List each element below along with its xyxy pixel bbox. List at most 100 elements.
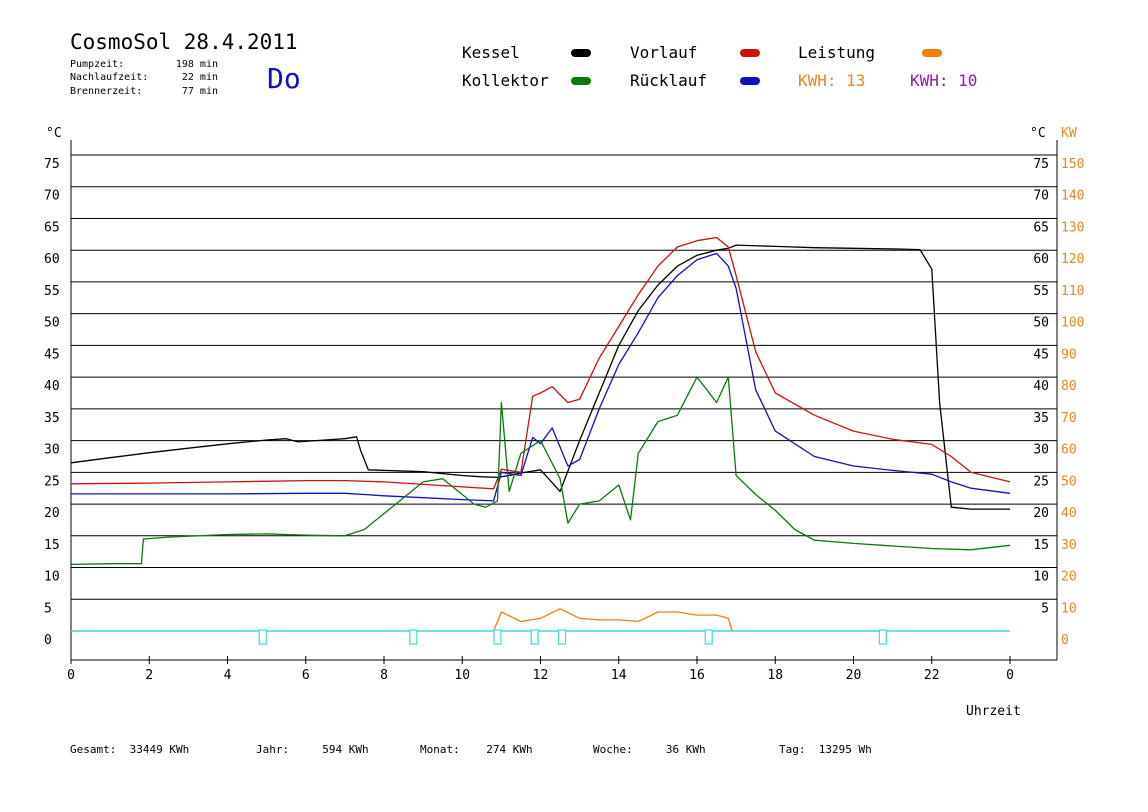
- legend-kwh-total: KWH: 13: [798, 71, 865, 90]
- footer-woche: Woche: 36 KWh: [593, 743, 706, 756]
- legend-leistung-swatch: [922, 49, 942, 57]
- legend-vorlauf-swatch: [740, 49, 760, 57]
- y-tick-label-left: 70: [44, 189, 60, 204]
- pump-marker: [530, 629, 539, 645]
- y-tick-label-kw: 100: [1061, 316, 1084, 331]
- legend-kessel-swatch: [571, 49, 591, 57]
- x-tick-label: 16: [689, 668, 705, 683]
- y-tick-label-right: 35: [1033, 411, 1049, 426]
- series-line-kessel: [70, 244, 1010, 510]
- footer-label: Tag:: [779, 743, 806, 756]
- x-tick-label: 18: [767, 668, 783, 683]
- y-tick-label-left: 50: [44, 316, 60, 331]
- y-tick-label-right: 30: [1033, 443, 1049, 458]
- y-axis-unit-kw: KW: [1061, 126, 1077, 141]
- y-tick-label-right: 55: [1033, 284, 1049, 299]
- grid-lines: [71, 154, 1057, 600]
- footer-value: 36 KWh: [665, 743, 706, 756]
- y-tick-label-left: 5: [44, 601, 52, 616]
- y-tick-label-kw: 120: [1061, 252, 1084, 267]
- x-axis-label: Uhrzeit: [966, 704, 1021, 719]
- chart-title: CosmoSol 28.4.2011: [70, 30, 298, 54]
- x-tick-label: 4: [224, 668, 232, 683]
- footer-label: Monat:: [420, 743, 460, 756]
- y-tick-label-left: 10: [44, 570, 60, 585]
- stat-nachlaufzeit: Nachlaufzeit: 22 min: [70, 71, 218, 84]
- y-tick-label-left: 60: [44, 252, 60, 267]
- footer-value: 594 KWh: [322, 743, 369, 756]
- y-tick-label-left: 30: [44, 443, 60, 458]
- y-tick-label-kw: 140: [1061, 189, 1084, 204]
- legend-ruecklauf-label: Rücklauf: [630, 71, 708, 90]
- y-tick-label-right: 5: [1041, 601, 1049, 616]
- y-tick-label-right: 50: [1033, 316, 1049, 331]
- x-tick-label: 22: [924, 668, 940, 683]
- stat-value: 198 min: [175, 59, 218, 70]
- y-tick-label-right: 65: [1033, 220, 1049, 235]
- stat-value: 77 min: [181, 86, 218, 97]
- y-tick-label-right: 75: [1033, 157, 1049, 172]
- y-tick-label-kw: 90: [1061, 347, 1077, 362]
- legend-kollektor-label: Kollektor: [462, 71, 549, 90]
- legend-leistung-label: Leistung: [798, 43, 876, 62]
- legend-ruecklauf-swatch: [740, 77, 760, 85]
- pump-marker: [704, 629, 713, 645]
- footer-label: Woche:: [593, 743, 633, 756]
- y-tick-label-kw: 130: [1061, 220, 1084, 235]
- footer-value: 33449 KWh: [129, 743, 190, 756]
- kwh-value: 13: [846, 71, 866, 90]
- pump-marker: [878, 629, 887, 645]
- y-tick-label-right: 25: [1033, 474, 1049, 489]
- y-tick-label-left: 15: [44, 538, 60, 553]
- kwh-label: KWH:: [798, 71, 837, 90]
- y-tick-label-kw: 150: [1061, 157, 1084, 172]
- footer-value: 13295 Wh: [818, 743, 872, 756]
- x-tick-label: 0: [67, 668, 75, 683]
- y-axis-unit-right: °C: [1030, 126, 1046, 141]
- stat-value: 22 min: [181, 72, 218, 83]
- pump-markers: [258, 629, 887, 645]
- y-tick-label-left: 55: [44, 284, 60, 299]
- y-tick-label-kw: 80: [1061, 379, 1077, 394]
- footer-gesamt: Gesamt: 33449 KWh: [70, 743, 189, 756]
- y-axis-unit-left: °C: [46, 126, 62, 141]
- y-tick-label-kw: 70: [1061, 411, 1077, 426]
- y-tick-label-kw: 40: [1061, 506, 1077, 521]
- stat-label: Brennerzeit:: [70, 86, 143, 97]
- stat-label: Nachlaufzeit:: [70, 72, 149, 83]
- y-tick-label-left: 40: [44, 379, 60, 394]
- series-line-vorlauf: [70, 236, 1011, 490]
- y-tick-label-left: 35: [44, 411, 60, 426]
- y-tick-label-kw: 60: [1061, 443, 1077, 458]
- series-line-rcklauf: [71, 252, 1011, 502]
- x-tick-label: 2: [145, 668, 153, 683]
- series-lines: [70, 236, 1011, 632]
- x-tick-label: 6: [302, 668, 310, 683]
- x-tick-label: 14: [611, 668, 627, 683]
- y-tick-label-right: 70: [1033, 189, 1049, 204]
- footer-label: Jahr:: [256, 743, 290, 756]
- y-tick-label-right: 40: [1033, 379, 1049, 394]
- legend-kwh-second: KWH: 10: [910, 71, 977, 90]
- y-tick-label-kw: 10: [1061, 601, 1077, 616]
- x-tick-label: 8: [380, 668, 388, 683]
- legend-vorlauf-label: Vorlauf: [630, 43, 698, 62]
- stat-label: Pumpzeit:: [70, 59, 125, 70]
- y-tick-label-right: 10: [1033, 570, 1049, 585]
- y-tick-label-left: 75: [44, 157, 60, 172]
- y-tick-label-right: 15: [1033, 538, 1049, 553]
- y-tick-label-kw: 0: [1061, 633, 1069, 648]
- x-tick-label: 0: [1006, 668, 1014, 683]
- y-tick-label-left: 45: [44, 347, 60, 362]
- y-tick-label-kw: 50: [1061, 474, 1077, 489]
- legend-kollektor-swatch: [571, 77, 591, 85]
- y-tick-label-left: 25: [44, 474, 60, 489]
- weekday-label: Do: [267, 62, 301, 95]
- x-tick-label: 10: [454, 668, 470, 683]
- y-tick-label-kw: 110: [1061, 284, 1084, 299]
- footer-monat: Monat: 274 KWh: [420, 743, 533, 756]
- kwh-label: KWH:: [910, 71, 949, 90]
- pump-marker: [493, 629, 502, 645]
- y-tick-label-kw: 30: [1061, 538, 1077, 553]
